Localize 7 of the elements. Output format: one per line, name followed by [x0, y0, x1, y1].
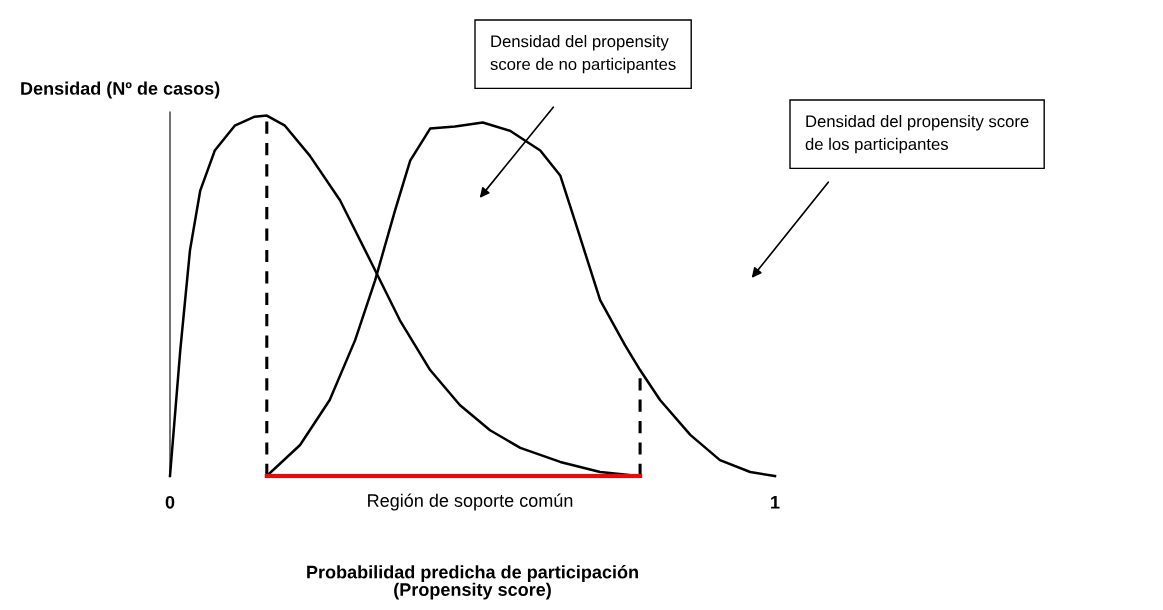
- text: Densidad del propensity score de los participantes: [805, 115, 1029, 154]
- x-tick-label: 1: [771, 496, 780, 509]
- x-axis-title: Probabilidad predicha de participación (Propensity score): [307, 565, 638, 600]
- text: Región de soporte común: [368, 493, 573, 511]
- text: Densidad del propensity score de no participantes: [490, 35, 676, 74]
- x-tick-label: 0: [165, 495, 175, 509]
- y-axis-title: Densidad (Nº de casos): [21, 81, 220, 99]
